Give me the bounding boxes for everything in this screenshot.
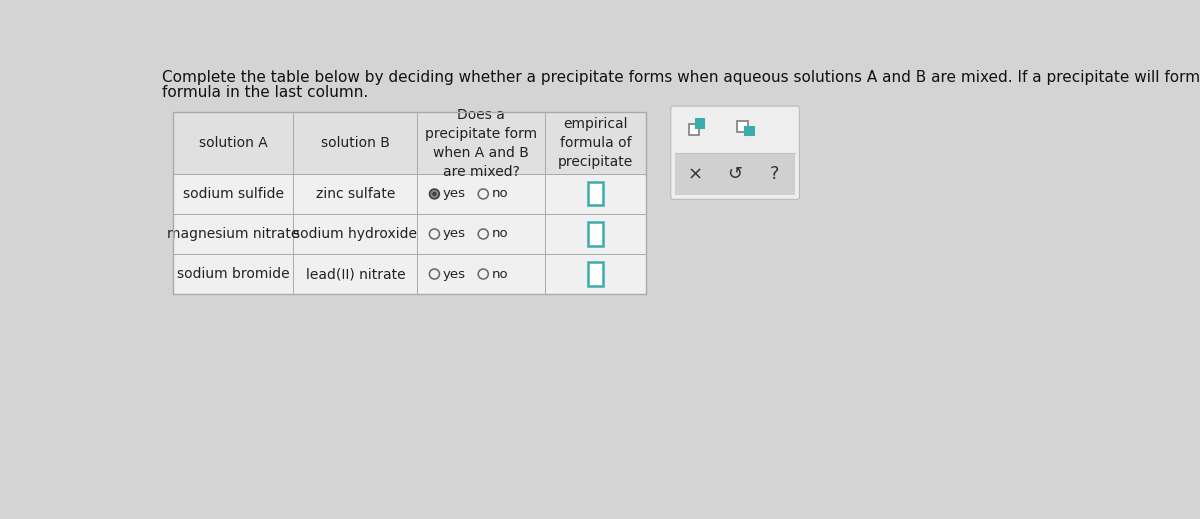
Bar [588, 223, 604, 245]
Bar [588, 263, 604, 285]
Bar [293, 174, 418, 214]
Text: sodium sulfide: sodium sulfide [182, 187, 284, 201]
Bar [173, 112, 293, 174]
Bar [173, 254, 293, 294]
Bar [689, 124, 700, 134]
Text: formula in the last column.: formula in the last column. [162, 86, 368, 100]
Bar [745, 127, 754, 135]
Bar [676, 154, 794, 195]
Text: sodium bromide: sodium bromide [178, 267, 289, 281]
Text: Complete the table below by deciding whether a precipitate forms when aqueous so: Complete the table below by deciding whe… [162, 70, 1200, 85]
Circle shape [433, 193, 436, 196]
Bar [737, 121, 749, 132]
Bar [545, 254, 646, 294]
Bar [293, 112, 418, 174]
Bar [545, 214, 646, 254]
Bar [418, 174, 545, 214]
Bar [545, 174, 646, 214]
Bar [293, 214, 418, 254]
Text: ?: ? [770, 165, 780, 183]
Text: no: no [492, 227, 509, 240]
Text: solution A: solution A [199, 136, 268, 150]
Text: magnesium nitrate: magnesium nitrate [167, 227, 300, 241]
Bar [418, 214, 545, 254]
Text: empirical
formula of
precipitate: empirical formula of precipitate [558, 117, 634, 169]
Text: yes: yes [443, 187, 466, 200]
Bar [173, 112, 646, 294]
Bar [696, 119, 704, 128]
Text: zinc sulfate: zinc sulfate [316, 187, 395, 201]
Circle shape [431, 190, 438, 197]
Bar [173, 174, 293, 214]
Text: sodium hydroxide: sodium hydroxide [293, 227, 418, 241]
Bar [588, 182, 604, 206]
Bar [418, 112, 545, 174]
Bar [173, 214, 293, 254]
Text: lead(II) nitrate: lead(II) nitrate [306, 267, 406, 281]
Bar [545, 112, 646, 174]
Text: no: no [492, 267, 509, 281]
Bar [418, 254, 545, 294]
Text: solution B: solution B [320, 136, 390, 150]
Circle shape [430, 189, 439, 199]
Text: ↺: ↺ [727, 165, 743, 183]
Text: ×: × [688, 165, 703, 183]
Text: yes: yes [443, 267, 466, 281]
Text: yes: yes [443, 227, 466, 240]
Text: no: no [492, 187, 509, 200]
Text: Does a
precipitate form
when A and B
are mixed?: Does a precipitate form when A and B are… [425, 108, 538, 179]
FancyBboxPatch shape [671, 106, 799, 199]
Bar [293, 254, 418, 294]
